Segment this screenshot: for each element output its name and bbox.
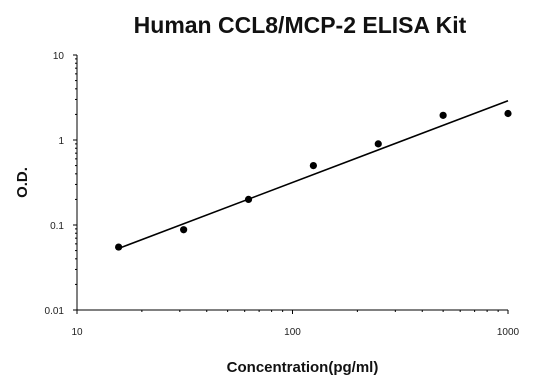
data-points xyxy=(115,109,512,251)
data-point xyxy=(309,161,317,170)
x-axis-label: Concentration(pg/ml) xyxy=(227,359,379,376)
data-point xyxy=(374,140,382,148)
tick-labels: 0.01 0.1 1 10 10 100 1000 xyxy=(45,51,520,338)
data-point xyxy=(504,109,512,118)
data-point xyxy=(115,243,123,251)
data-point xyxy=(439,111,447,119)
y-tick-label: 0.01 xyxy=(45,306,65,317)
fit-line-group xyxy=(118,99,509,250)
x-tick-label: 100 xyxy=(284,327,301,338)
y-tick-label: 1 xyxy=(58,136,64,147)
data-point xyxy=(180,226,188,234)
y-tick-label: 10 xyxy=(53,51,65,62)
tick-marks xyxy=(73,54,509,314)
x-tick-label: 10 xyxy=(71,327,83,338)
data-point xyxy=(244,195,253,204)
chart-title: Human CCL8/MCP-2 ELISA Kit xyxy=(133,12,467,38)
x-tick-label: 1000 xyxy=(497,327,520,338)
y-tick-label: 0.1 xyxy=(50,221,64,232)
fit-line xyxy=(118,99,509,250)
y-axis-label: O.D. xyxy=(14,167,31,198)
